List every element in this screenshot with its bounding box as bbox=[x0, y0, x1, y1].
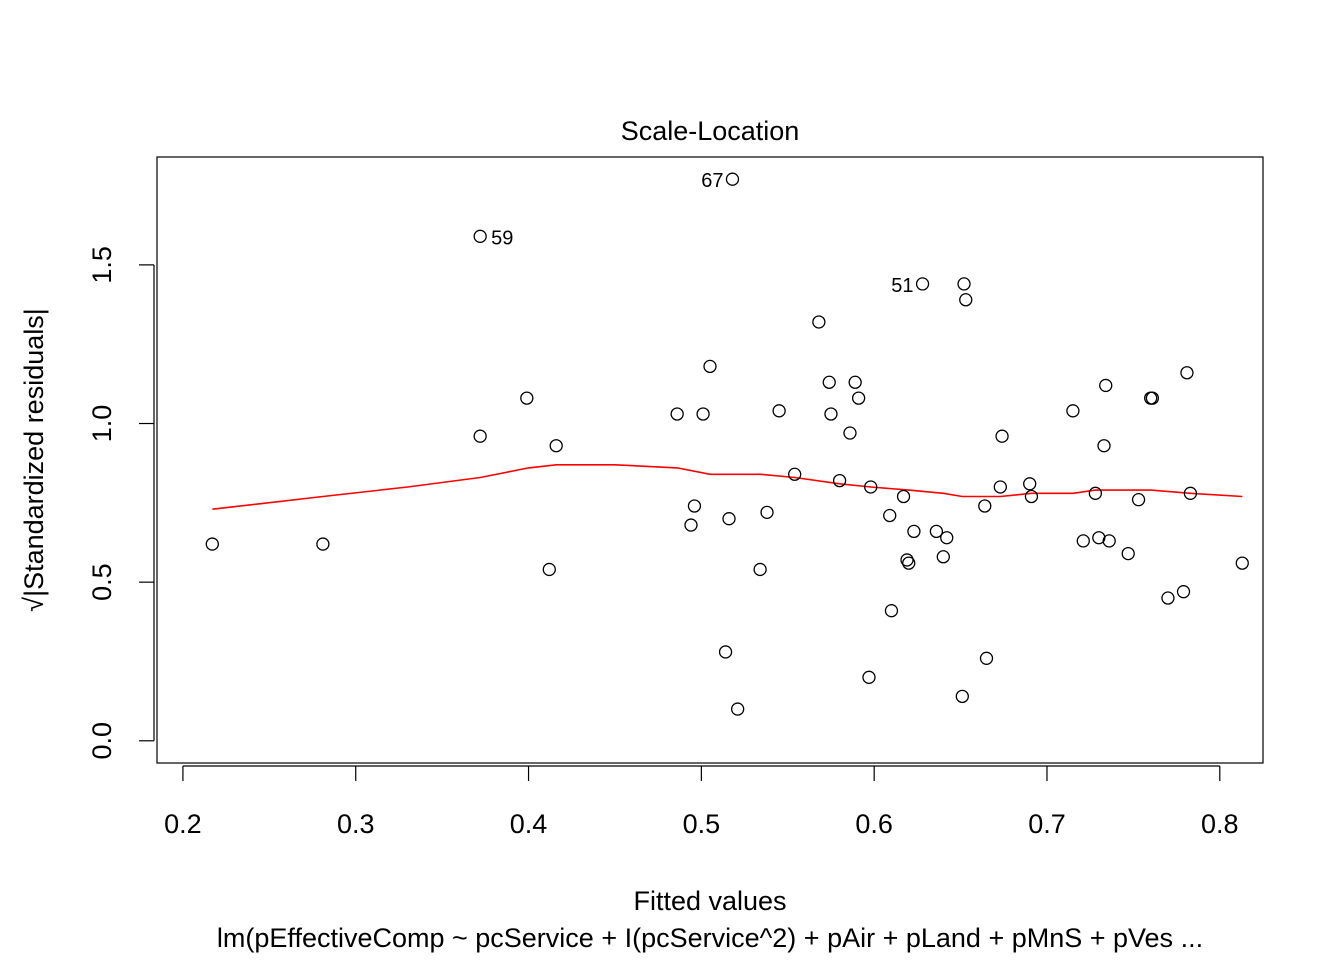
data-point bbox=[725, 172, 740, 186]
data-point bbox=[884, 604, 899, 618]
data-point bbox=[959, 293, 973, 307]
subtitle: lm(pEffectiveComp ~ pcService + I(pcServ… bbox=[217, 923, 1203, 953]
data-point bbox=[772, 404, 786, 418]
data-point bbox=[1176, 585, 1191, 599]
data-point bbox=[832, 473, 847, 488]
data-point bbox=[753, 562, 767, 577]
points-layer bbox=[205, 172, 1249, 716]
data-point bbox=[316, 537, 330, 551]
y-tick-label: 0.5 bbox=[87, 563, 117, 601]
data-point bbox=[788, 467, 802, 481]
data-point bbox=[542, 562, 556, 577]
data-point bbox=[957, 277, 971, 291]
data-point bbox=[1161, 591, 1175, 605]
data-point bbox=[703, 359, 717, 374]
x-axis: 0.2 0.3 0.4 0.5 0.6 0.7 0.8 bbox=[164, 765, 1239, 839]
data-point bbox=[978, 499, 992, 513]
data-point bbox=[955, 689, 969, 704]
y-tick-label: 0.0 bbox=[87, 722, 117, 760]
data-point bbox=[696, 407, 710, 421]
data-point bbox=[995, 429, 1009, 443]
y-axis: 0.0 0.5 1.0 1.5 bbox=[87, 246, 155, 760]
data-point bbox=[760, 505, 774, 520]
data-point bbox=[1024, 489, 1039, 504]
data-point bbox=[864, 480, 878, 494]
data-point bbox=[848, 375, 862, 389]
data-point bbox=[718, 645, 733, 659]
data-point bbox=[1088, 486, 1103, 500]
data-point bbox=[936, 550, 950, 564]
x-tick-label: 0.4 bbox=[510, 809, 548, 839]
data-point bbox=[822, 375, 836, 389]
data-point bbox=[1102, 534, 1116, 548]
data-point bbox=[473, 429, 487, 443]
data-point bbox=[851, 391, 866, 405]
x-tick-label: 0.3 bbox=[337, 809, 375, 839]
chart-title: Scale-Location bbox=[621, 116, 800, 146]
data-point bbox=[900, 553, 914, 567]
y-axis-label: √|Standardized residuals| bbox=[19, 308, 49, 612]
data-point bbox=[1235, 556, 1249, 570]
data-point bbox=[929, 524, 944, 539]
y-tick-label: 1.5 bbox=[87, 246, 117, 284]
data-point bbox=[722, 512, 736, 526]
data-point bbox=[520, 391, 534, 405]
data-point bbox=[915, 277, 930, 291]
data-point bbox=[731, 702, 745, 716]
data-point bbox=[862, 670, 876, 684]
x-tick-label: 0.5 bbox=[683, 809, 721, 839]
data-point bbox=[843, 426, 857, 440]
data-point bbox=[1121, 546, 1135, 561]
point-label: 51 bbox=[891, 275, 913, 297]
data-point bbox=[896, 489, 911, 504]
data-point bbox=[979, 651, 994, 665]
x-tick-label: 0.2 bbox=[164, 809, 202, 839]
data-point bbox=[1023, 477, 1037, 491]
data-point bbox=[687, 499, 702, 513]
data-point bbox=[1076, 534, 1090, 548]
data-point bbox=[824, 407, 838, 421]
data-point bbox=[1099, 378, 1113, 393]
x-tick-label: 0.6 bbox=[855, 809, 893, 839]
y-tick-label: 1.0 bbox=[87, 405, 117, 443]
data-point bbox=[883, 508, 897, 523]
data-point bbox=[473, 229, 487, 243]
point-label: 59 bbox=[491, 227, 513, 249]
data-point bbox=[1183, 486, 1198, 500]
point-labels: 59 67 51 bbox=[491, 170, 913, 297]
data-point bbox=[993, 480, 1007, 494]
data-point bbox=[1180, 366, 1194, 380]
data-point bbox=[907, 524, 921, 539]
data-point bbox=[670, 407, 684, 421]
point-label: 67 bbox=[701, 170, 723, 192]
x-tick-label: 0.7 bbox=[1028, 809, 1066, 839]
x-axis-label: Fitted values bbox=[633, 886, 786, 916]
data-point bbox=[902, 556, 916, 570]
data-point bbox=[684, 518, 698, 532]
plot-frame bbox=[156, 156, 1264, 764]
data-point bbox=[549, 439, 563, 453]
data-point bbox=[812, 315, 826, 329]
data-point bbox=[205, 537, 219, 551]
data-point bbox=[1066, 404, 1080, 418]
smooth-line bbox=[212, 463, 1243, 510]
data-point bbox=[1131, 493, 1146, 507]
data-point bbox=[1097, 439, 1111, 453]
x-tick-label: 0.8 bbox=[1201, 809, 1239, 839]
data-point bbox=[1145, 391, 1160, 405]
data-point bbox=[940, 531, 954, 545]
